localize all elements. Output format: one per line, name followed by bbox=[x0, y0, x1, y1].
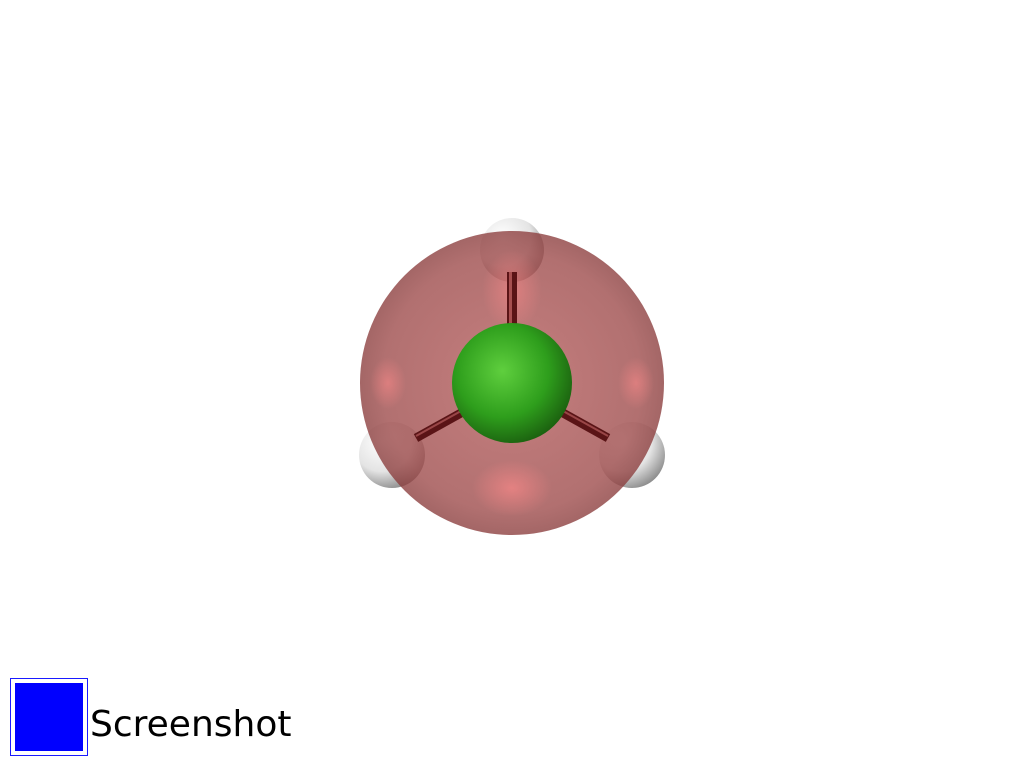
surface-highlight-left bbox=[370, 357, 406, 409]
surface-highlight-bottom bbox=[472, 460, 552, 516]
chlorine-atom-center bbox=[452, 323, 572, 443]
screenshot-label: Screenshot bbox=[90, 704, 292, 745]
surface-highlight-right bbox=[618, 357, 654, 409]
screenshot-swatch-icon bbox=[15, 683, 83, 751]
screenshot-button[interactable] bbox=[10, 678, 88, 756]
